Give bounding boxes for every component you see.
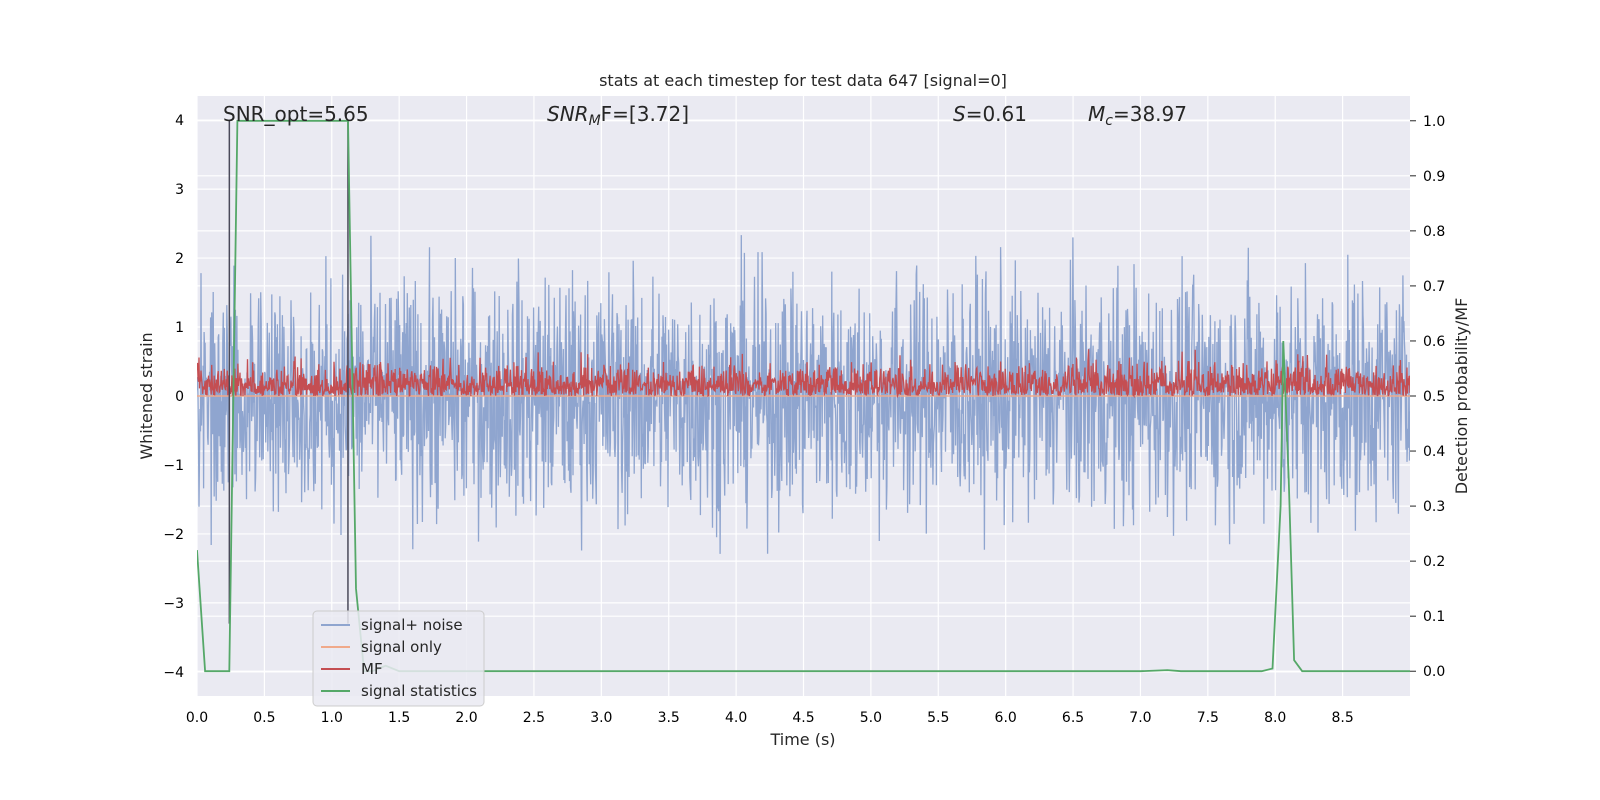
annotation-s-symbol: S <box>953 102 966 126</box>
x-axis-label: Time (s) <box>769 730 835 749</box>
annotation-mc-value: =38.97 <box>1113 102 1187 126</box>
annotation-mc-symbol: M <box>1088 102 1105 126</box>
x-tick-label: 3.5 <box>658 710 680 726</box>
series-mf <box>197 349 1410 399</box>
x-tick-label: 4.0 <box>725 710 747 726</box>
y-tick-label: −4 <box>163 665 184 681</box>
right-y-axis-label: Detection probability/MF <box>1452 298 1471 495</box>
x-tick-label: 0.0 <box>186 710 208 726</box>
x-tick-label: 3.0 <box>590 710 612 726</box>
x-tick-label: 0.5 <box>253 710 275 726</box>
y-tick-label: 1 <box>175 320 184 336</box>
y-axis-ticks: 4 3 2 1 0 −1 −2 −3 −4 <box>163 113 184 681</box>
right-y-tick-label: 0.6 <box>1423 334 1445 350</box>
right-y-tick-label: 0.3 <box>1423 499 1445 515</box>
y-tick-label: 0 <box>175 389 184 405</box>
annotation-mc-subscript: c <box>1105 113 1113 129</box>
right-y-tick-label: 0.5 <box>1423 389 1445 405</box>
x-tick-label: 7.5 <box>1197 710 1219 726</box>
x-tick-label: 6.5 <box>1062 710 1084 726</box>
annotation-s-value: =0.61 <box>966 102 1027 126</box>
y-tick-label: −3 <box>163 596 184 612</box>
annotation-snr-mf: SNRMF=[3.72] <box>547 102 689 129</box>
right-y-tick-label: 0.4 <box>1423 444 1445 460</box>
x-tick-label: 4.5 <box>792 710 814 726</box>
annotation-s: S=0.61 <box>953 102 1027 126</box>
right-y-axis-ticks: 1.0 0.9 0.8 0.7 0.6 0.5 0.4 0.3 0.2 0.1 0.0 <box>1410 114 1445 680</box>
x-tick-label: 2.0 <box>455 710 477 726</box>
x-tick-label: 2.5 <box>523 710 545 726</box>
x-tick-label: 8.5 <box>1331 710 1353 726</box>
x-tick-label: 1.0 <box>321 710 343 726</box>
y-tick-label: −2 <box>163 527 184 543</box>
right-y-tick-label: 0.7 <box>1423 279 1445 295</box>
x-tick-label: 7.0 <box>1129 710 1151 726</box>
right-y-tick-label: 1.0 <box>1423 114 1445 130</box>
y-tick-label: 2 <box>175 251 184 267</box>
legend-label-signal-statistics: signal statistics <box>361 682 477 700</box>
y-axis-label: Whitened strain <box>137 332 156 459</box>
right-y-tick-label: 0.8 <box>1423 224 1445 240</box>
x-tick-label: 8.0 <box>1264 710 1286 726</box>
y-tick-label: 4 <box>175 113 184 129</box>
x-tick-label: 5.0 <box>860 710 882 726</box>
chart-title: stats at each timestep for test data 647… <box>599 71 1007 90</box>
x-tick-label: 1.5 <box>388 710 410 726</box>
x-axis-ticks: 0.0 0.5 1.0 1.5 2.0 2.5 3.0 3.5 4.0 4.5 5.0 5.5 6.0 6… <box>186 710 1354 726</box>
legend-label-signal-only: signal only <box>361 638 442 656</box>
annotation-snr-mf-subscript: M <box>589 113 601 129</box>
right-y-tick-label: 0.0 <box>1423 664 1445 680</box>
legend-label-signal-noise: signal+ noise <box>361 616 463 634</box>
annotation-snr-mf-symbol: SNR <box>547 102 589 126</box>
legend-box <box>312 610 485 707</box>
x-tick-label: 6.0 <box>995 710 1017 726</box>
x-tick-label: 5.5 <box>927 710 949 726</box>
right-y-tick-label: 0.2 <box>1423 554 1445 570</box>
annotation-mc: Mc=38.97 <box>1088 102 1187 129</box>
y-tick-label: 3 <box>175 182 184 198</box>
right-y-tick-label: 0.1 <box>1423 609 1445 625</box>
annotation-snr-mf-value: F=[3.72] <box>601 102 689 126</box>
legend: signal+ noise signal only MF signal stat… <box>312 610 485 707</box>
y-tick-label: −1 <box>163 458 184 474</box>
right-y-tick-label: 0.9 <box>1423 169 1445 185</box>
annotation-snr-opt: SNR_opt=5.65 <box>223 102 369 126</box>
legend-label-mf: MF <box>361 660 383 678</box>
